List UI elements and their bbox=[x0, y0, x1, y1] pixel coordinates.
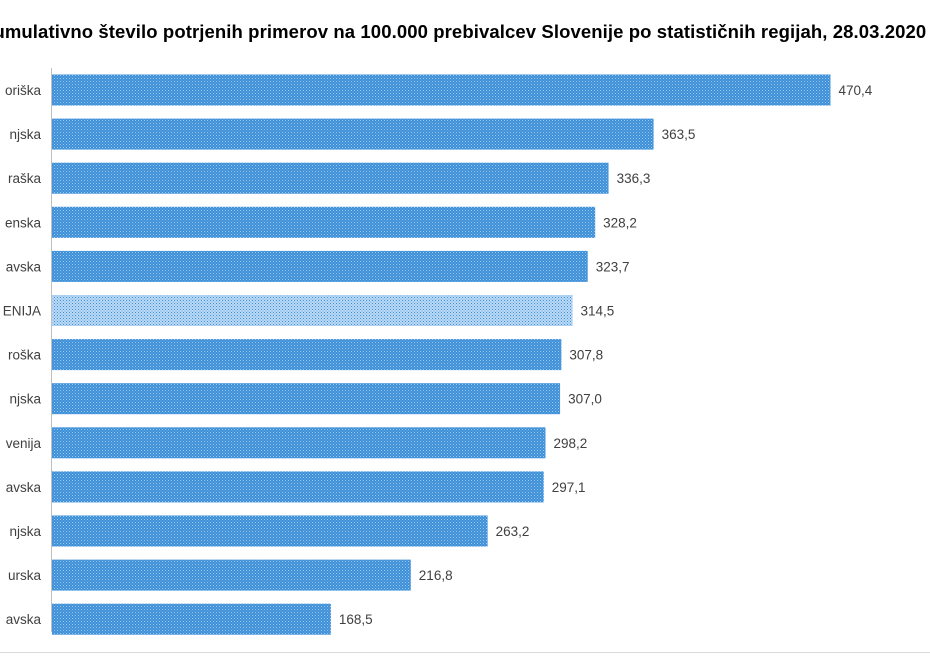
category-label-4: enska bbox=[5, 215, 42, 230]
bar-7 bbox=[52, 339, 562, 371]
category-label-5: avska bbox=[6, 259, 42, 274]
bar-9 bbox=[52, 427, 546, 459]
value-label-3: 336,3 bbox=[617, 171, 651, 186]
value-label-4: 328,2 bbox=[603, 215, 637, 230]
category-label-6: ENIJA bbox=[3, 304, 41, 319]
chart-title: Kumulativno število potrjenih primerov n… bbox=[0, 21, 927, 42]
bar-1 bbox=[52, 74, 831, 106]
category-label-13: avska bbox=[6, 612, 42, 627]
category-label-8: njska bbox=[9, 392, 41, 407]
value-label-7: 307,8 bbox=[569, 348, 603, 363]
value-label-1: 470,4 bbox=[839, 83, 873, 98]
bar-4 bbox=[52, 206, 596, 238]
bar-10 bbox=[52, 471, 544, 503]
chart-bottom-border bbox=[0, 652, 930, 653]
category-label-12: urska bbox=[8, 568, 42, 583]
value-label-12: 216,8 bbox=[419, 568, 453, 583]
category-label-11: njska bbox=[9, 524, 41, 539]
bar-6 bbox=[52, 295, 573, 326]
category-label-10: avska bbox=[6, 480, 42, 495]
category-label-1: oriška bbox=[5, 83, 42, 98]
value-label-5: 323,7 bbox=[596, 259, 630, 274]
category-label-7: roška bbox=[8, 348, 42, 363]
value-label-2: 363,5 bbox=[662, 127, 696, 142]
value-label-10: 297,1 bbox=[552, 480, 586, 495]
bar-2 bbox=[52, 118, 654, 150]
value-label-9: 298,2 bbox=[554, 436, 588, 451]
value-label-6: 314,5 bbox=[580, 304, 614, 319]
bar-11 bbox=[52, 515, 488, 547]
value-label-13: 168,5 bbox=[339, 612, 373, 627]
category-label-3: raška bbox=[8, 171, 42, 186]
bar-8 bbox=[52, 383, 561, 415]
bar-13 bbox=[52, 603, 331, 635]
value-label-8: 307,0 bbox=[568, 392, 602, 407]
bar-5 bbox=[52, 250, 588, 282]
value-label-11: 263,2 bbox=[496, 524, 530, 539]
bar-3 bbox=[52, 162, 609, 194]
category-label-9: venija bbox=[6, 436, 42, 451]
bar-12 bbox=[52, 559, 411, 591]
category-label-2: njska bbox=[9, 127, 41, 142]
